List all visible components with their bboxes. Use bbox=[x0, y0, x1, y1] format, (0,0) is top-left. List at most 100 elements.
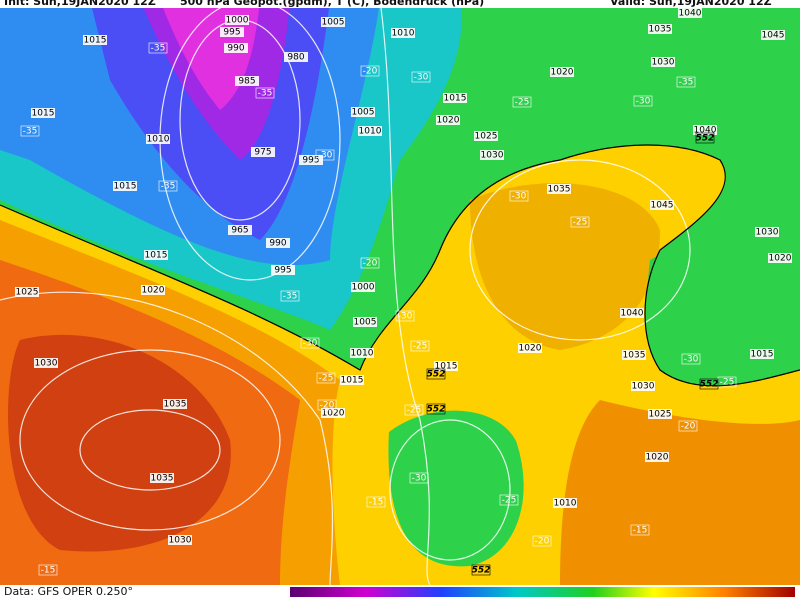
pressure-label-box bbox=[235, 76, 259, 86]
pressure-label: 1030 bbox=[169, 536, 192, 546]
temperature-label: -20 bbox=[363, 67, 378, 77]
temperature-label: -20 bbox=[320, 401, 335, 411]
temperature-label: -30 bbox=[318, 151, 333, 161]
init-time: Init: Sun,19JAN2020 12Z bbox=[4, 0, 156, 8]
height-label-box bbox=[426, 368, 446, 380]
pressure-label: 1020 bbox=[322, 409, 345, 419]
pressure-label-box bbox=[15, 287, 39, 297]
temperature-label: -25 bbox=[407, 406, 422, 416]
pressure-label: 1040 bbox=[679, 9, 702, 19]
pressure-label-box bbox=[651, 57, 675, 67]
pressure-label: 1030 bbox=[35, 359, 58, 369]
header-bar bbox=[0, 0, 800, 8]
temperature-label-box bbox=[20, 125, 40, 137]
temperature-label-box bbox=[300, 337, 320, 349]
temperature-label: -30 bbox=[412, 474, 427, 484]
pressure-label: 1015 bbox=[341, 376, 364, 386]
pressure-label: 1030 bbox=[756, 228, 779, 238]
data-source: Data: GFS OPER 0.250° bbox=[4, 585, 133, 598]
pressure-label-box bbox=[645, 452, 669, 462]
isobar bbox=[0, 291, 334, 586]
pressure-label-box bbox=[650, 200, 674, 210]
pressure-label: 1005 bbox=[354, 318, 377, 328]
pressure-label: 1015 bbox=[32, 109, 55, 119]
temperature-label-box bbox=[633, 95, 653, 107]
height-label-box bbox=[426, 403, 446, 415]
height-label: 552 bbox=[696, 134, 715, 144]
pressure-label-box bbox=[550, 67, 574, 77]
pressure-label-box bbox=[144, 250, 168, 260]
pressure-label: 995 bbox=[274, 266, 291, 276]
temperature-label: -20 bbox=[681, 422, 696, 432]
pressure-label: 990 bbox=[269, 239, 286, 249]
temperature-label-box bbox=[678, 420, 698, 432]
temperature-label-box bbox=[255, 87, 275, 99]
temperature-label: -20 bbox=[363, 259, 378, 269]
pressure-label: 1015 bbox=[84, 36, 107, 46]
pressure-label-box bbox=[163, 399, 187, 409]
height-label-box bbox=[699, 378, 719, 390]
isobar bbox=[19, 349, 281, 531]
pressure-label: 995 bbox=[302, 156, 319, 166]
temperature-label-box bbox=[630, 524, 650, 536]
temperature-label: -30 bbox=[512, 192, 527, 202]
temperature-label: -35 bbox=[283, 292, 298, 302]
isobars bbox=[0, 0, 691, 586]
temperature-label-box bbox=[316, 372, 336, 384]
pressure-label-box bbox=[622, 350, 646, 360]
temperature-label-box bbox=[512, 96, 532, 108]
temperature-label-box bbox=[411, 71, 431, 83]
pressure-label: 1025 bbox=[475, 132, 498, 142]
isobar bbox=[469, 159, 691, 341]
map-title: 500 hPa Geopot.(gpdm), T (C), Bodendruck… bbox=[180, 0, 484, 8]
pressure-label-box bbox=[678, 8, 702, 18]
pressure-label: 1020 bbox=[551, 68, 574, 78]
height-label: 552 bbox=[427, 405, 446, 415]
pressure-label-box bbox=[391, 28, 415, 38]
pressure-label-box bbox=[225, 15, 249, 25]
field-red bbox=[8, 334, 231, 552]
pressure-label: 995 bbox=[223, 28, 240, 38]
temperature-label-box bbox=[148, 42, 168, 54]
pressure-label: 975 bbox=[254, 148, 271, 158]
temperature-label: -35 bbox=[258, 89, 273, 99]
pressure-label: 1020 bbox=[769, 254, 792, 264]
pressure-label-box bbox=[31, 108, 55, 118]
pressure-label: 980 bbox=[287, 53, 304, 63]
pressure-label-box bbox=[150, 473, 174, 483]
pressure-label: 1035 bbox=[548, 185, 571, 195]
pressure-label: 1035 bbox=[164, 400, 187, 410]
temperature-label: -25 bbox=[502, 496, 517, 506]
temperature-label: -35 bbox=[23, 127, 38, 137]
pressure-label-box bbox=[648, 24, 672, 34]
pressure-label-box bbox=[631, 381, 655, 391]
temperature-label-box bbox=[38, 564, 58, 576]
pressure-label: 1035 bbox=[649, 25, 672, 35]
labels: 1015 1000 995 1005 1010 990 980 985 1015 1010 1005… bbox=[15, 8, 792, 576]
pressure-label: 1010 bbox=[147, 135, 170, 145]
temperature-label: -30 bbox=[398, 312, 413, 322]
pressure-label-box bbox=[358, 126, 382, 136]
temperature-label-box bbox=[360, 65, 380, 77]
pressure-label: 1040 bbox=[694, 126, 717, 136]
pressure-label-box bbox=[228, 225, 252, 235]
pressure-label-box bbox=[321, 17, 345, 27]
pressure-label-box bbox=[434, 361, 458, 371]
pressure-label-box bbox=[350, 348, 374, 358]
temperature-label: -25 bbox=[515, 98, 530, 108]
height-label: 552 bbox=[472, 566, 491, 576]
pressure-label: 1025 bbox=[649, 410, 672, 420]
temperature-label-box bbox=[681, 353, 701, 365]
pressure-label: 1010 bbox=[554, 499, 577, 509]
temperature-label: -30 bbox=[636, 97, 651, 107]
pressure-label-box bbox=[518, 343, 542, 353]
pressure-label: 1000 bbox=[352, 283, 375, 293]
pressure-label-box bbox=[284, 52, 308, 62]
temperature-label-box bbox=[280, 290, 300, 302]
temperature-label: -15 bbox=[41, 566, 56, 576]
pressure-label-box bbox=[693, 125, 717, 135]
temperature-label: -25 bbox=[319, 374, 334, 384]
pressure-label: 1015 bbox=[435, 362, 458, 372]
pressure-label: 1020 bbox=[437, 116, 460, 126]
cutoff-low-east bbox=[648, 237, 793, 380]
